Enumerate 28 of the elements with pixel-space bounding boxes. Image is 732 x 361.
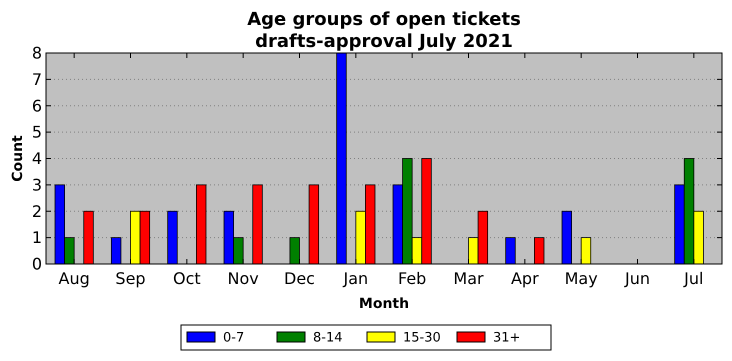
y-tick-label: 1 [32, 228, 42, 248]
x-tick-label: Jun [624, 269, 650, 288]
y-tick-label: 2 [32, 202, 42, 221]
y-tick-label: 0 [32, 254, 42, 274]
x-tick-label: Mar [453, 269, 484, 288]
x-tick-label: Jan [342, 269, 368, 288]
y-tick-label: 6 [32, 96, 42, 116]
x-tick-label: Sep [115, 269, 146, 288]
x-tick-label: Dec [284, 269, 315, 288]
x-tick-label: Aug [58, 269, 90, 288]
y-tick-label: 3 [32, 175, 42, 194]
y-tick-label: 7 [32, 70, 42, 89]
legend-label: 8-14 [313, 330, 343, 346]
x-tick-label: Nov [228, 269, 259, 288]
x-axis-title: Month [358, 296, 410, 312]
legend-label: 31+ [493, 330, 520, 346]
y-tick-label: 5 [32, 122, 42, 142]
legend-label: 0-7 [223, 330, 244, 346]
x-tick-label: Jul [683, 269, 704, 288]
legend-label: 15-30 [403, 330, 441, 346]
x-tick-label: May [564, 269, 598, 288]
y-axis-title: Count [10, 134, 26, 182]
y-tick-label: 8 [32, 44, 42, 63]
x-tick-label: Apr [510, 269, 540, 288]
chart-title: Age groups of open tickets drafts-approval July 2021 [247, 9, 521, 52]
x-tick-label: Feb [398, 269, 426, 288]
y-tick-label: 4 [32, 149, 42, 168]
x-tick-label: Oct [172, 269, 201, 288]
